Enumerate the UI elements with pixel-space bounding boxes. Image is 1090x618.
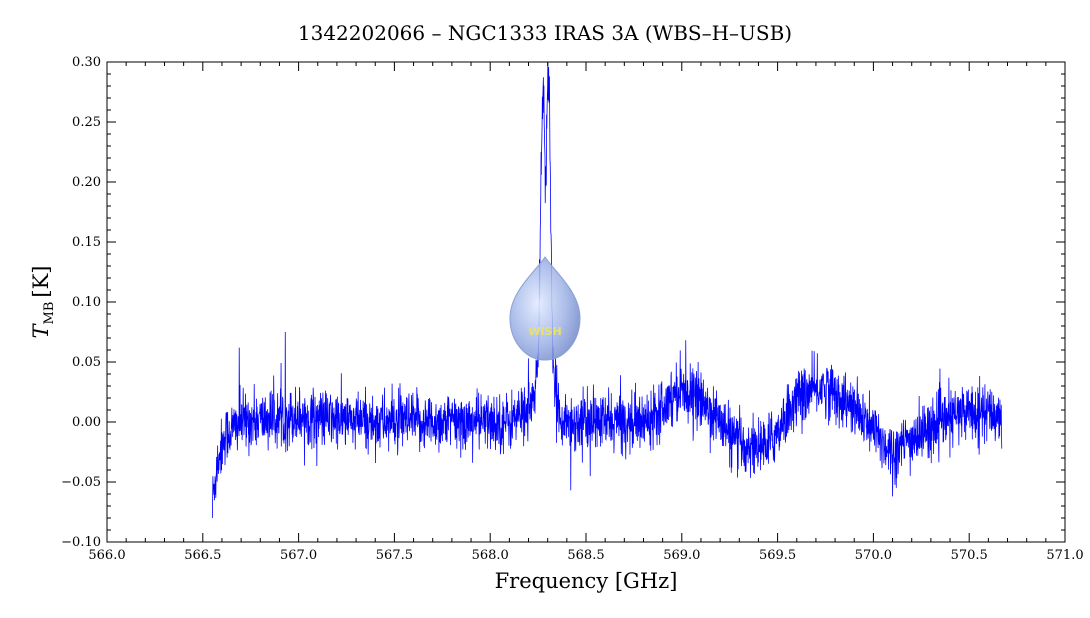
- y-tick-label: 0.20: [72, 175, 101, 190]
- x-tick-label: 568.0: [472, 548, 509, 563]
- x-tick-label: 570.5: [951, 548, 988, 563]
- chart-title: 1342202066 – NGC1333 IRAS 3A (WBS–H–USB): [298, 21, 792, 45]
- y-tick-label: 0.25: [72, 115, 101, 130]
- logo-text: WISH: [528, 325, 561, 338]
- x-tick-label: 569.5: [759, 548, 796, 563]
- x-tick-label: 571.0: [1046, 548, 1083, 563]
- y-tick-label: 0.30: [72, 55, 101, 70]
- x-axis-label: Frequency [GHz]: [495, 569, 678, 593]
- y-tick-label: 0.15: [72, 235, 101, 250]
- x-tick-label: 569.0: [663, 548, 700, 563]
- y-tick-label: −0.05: [61, 475, 101, 490]
- x-tick-label: 566.5: [184, 548, 221, 563]
- x-tick-label: 568.5: [567, 548, 604, 563]
- svg-text:TMB[K]: TMB[K]: [29, 266, 57, 339]
- y-tick-label: 0.05: [72, 355, 101, 370]
- y-tick-label: 0.00: [72, 415, 101, 430]
- plot-frame: [106, 61, 1066, 543]
- wish-logo-watermark: WISH: [509, 256, 581, 361]
- x-tick-label: 566.0: [88, 548, 125, 563]
- x-tick-label: 567.0: [280, 548, 317, 563]
- x-tick-label: 567.5: [376, 548, 413, 563]
- y-tick-label: 0.10: [72, 295, 101, 310]
- spectrum-line: [211, 62, 1003, 519]
- y-tick-label: −0.10: [61, 535, 101, 550]
- x-tick-label: 570.0: [855, 548, 892, 563]
- y-axis-label: TMB[K]: [29, 266, 57, 339]
